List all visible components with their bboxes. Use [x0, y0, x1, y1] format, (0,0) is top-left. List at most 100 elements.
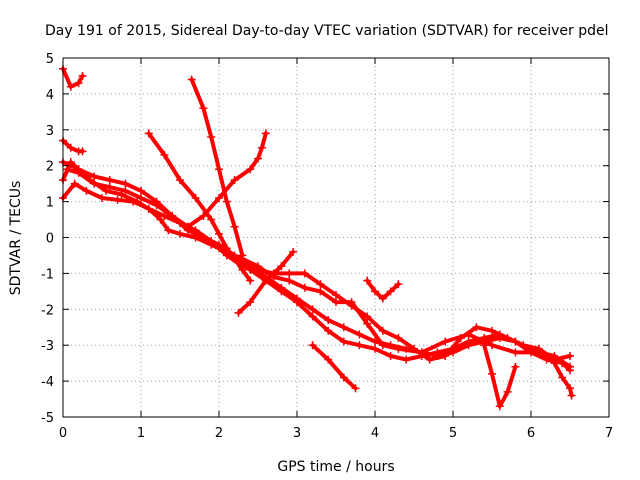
series-s1-point-9 [164, 226, 173, 235]
series-s10-point-0 [234, 308, 243, 317]
series-s3-point-1 [70, 179, 79, 188]
series-s4-point-7 [168, 211, 177, 220]
series-s14-point-0 [550, 359, 559, 368]
series-s2-point-18 [339, 337, 348, 346]
series-s1-point-29 [511, 348, 520, 357]
series-s4-point-19 [355, 330, 364, 339]
x-tick-label-1: 1 [137, 426, 145, 441]
y-tick-label-7: 2 [46, 160, 54, 175]
series-s9-point-6 [257, 143, 266, 152]
series-s3-point-22 [394, 334, 403, 343]
series-s4-point-1 [74, 165, 83, 174]
series-s10-point-4 [289, 247, 298, 256]
series-s3-point-16 [300, 269, 309, 278]
series-s3-point-19 [347, 301, 356, 310]
y-tick-label-9: 4 [46, 88, 54, 103]
series-s7-point-8 [238, 265, 247, 274]
series-s8-point-2 [207, 132, 216, 141]
series-s12-point-1 [371, 287, 379, 296]
series-s6-point-1 [66, 143, 75, 152]
series-s2-point-21 [386, 351, 395, 360]
series-s3-point-24 [425, 355, 434, 364]
series-s9-point-1 [199, 211, 208, 220]
series-s4-point-32 [558, 359, 567, 368]
series-s3-point-28 [488, 326, 496, 335]
series-s9-line [185, 131, 268, 229]
series-s5-line [61, 66, 85, 89]
series-s11-point-0 [308, 341, 317, 350]
x-tick-label-4: 4 [371, 426, 379, 441]
series-s4-point-25 [449, 348, 457, 357]
series-s3-point-4 [113, 195, 122, 204]
series-s4-point-18 [339, 323, 348, 332]
x-tick-label-6: 6 [527, 426, 535, 441]
series-s9-point-3 [230, 176, 239, 185]
series-s10-point-2 [261, 276, 270, 285]
series-s7-point-2 [176, 176, 184, 185]
series-s8-point-1 [199, 104, 208, 113]
series-s6-point-3 [78, 147, 87, 156]
series-s1-point-8 [156, 215, 165, 224]
series-s13-line [482, 343, 518, 409]
series-s11-point-2 [339, 373, 348, 382]
series-s3-point-6 [144, 204, 153, 213]
series-s8-point-5 [230, 222, 239, 231]
series-group [59, 64, 576, 411]
series-s5-point-2 [74, 79, 83, 88]
series-s4-line [61, 160, 572, 373]
series-s9-point-4 [246, 165, 255, 174]
series-s4-point-29 [511, 337, 520, 346]
series-s7-point-9 [246, 276, 255, 285]
series-s1-point-22 [363, 319, 372, 328]
series-s4-point-30 [527, 348, 535, 357]
series-s4-point-12 [246, 262, 255, 271]
series-s4-point-4 [121, 179, 130, 188]
x-axis-label: GPS time / hours [277, 459, 394, 475]
series-s1-point-26 [441, 337, 450, 346]
series-s5-point-1 [66, 82, 75, 91]
series-s13-point-2 [495, 402, 504, 411]
series-s1-point-10 [176, 229, 184, 238]
series-s8-point-6 [238, 251, 247, 260]
series-s2-point-22 [402, 355, 411, 364]
series-s4-point-9 [199, 233, 208, 242]
series-s4-point-14 [277, 283, 286, 292]
series-s4-point-15 [293, 294, 301, 303]
y-tick-label-6: 1 [46, 196, 54, 211]
x-tick-label-7: 7 [605, 426, 613, 441]
series-s13-point-4 [511, 362, 520, 371]
series-s4-point-26 [464, 341, 473, 350]
series-s9-point-0 [183, 222, 192, 231]
series-s2-point-4 [121, 186, 130, 195]
series-s2-point-20 [371, 344, 379, 353]
series-s4-point-2 [90, 172, 99, 181]
series-s7-point-3 [191, 194, 200, 203]
series-s14-point-2 [566, 384, 574, 393]
series-s4-point-20 [371, 337, 379, 346]
series-s2-point-17 [324, 326, 333, 335]
series-s14-line [552, 361, 574, 398]
series-s12-point-0 [363, 276, 372, 285]
series-s3-point-18 [332, 290, 340, 299]
series-s12-point-4 [394, 280, 403, 289]
series-s4-point-31 [542, 355, 551, 364]
y-tick-label-8: 3 [46, 124, 54, 139]
y-tick-label-2: -3 [41, 339, 54, 354]
series-s3-point-17 [316, 280, 325, 289]
y-tick-label-4: -1 [41, 267, 54, 282]
series-s3-point-11 [222, 251, 231, 260]
series-s6-line [61, 138, 85, 154]
series-s2-point-3 [105, 183, 114, 192]
series-s7-point-5 [215, 229, 223, 238]
series-s1-point-19 [316, 287, 325, 296]
series-s3-point-27 [472, 323, 481, 332]
series-s12-point-2 [378, 294, 387, 303]
series-s2-point-19 [355, 341, 364, 350]
series-s11-point-1 [324, 355, 333, 364]
series-s3-point-31 [534, 344, 543, 353]
series-s10-point-1 [246, 298, 255, 307]
y-tick-label-5: 0 [46, 232, 54, 247]
grid [63, 58, 609, 417]
series-s3-point-7 [160, 211, 169, 220]
